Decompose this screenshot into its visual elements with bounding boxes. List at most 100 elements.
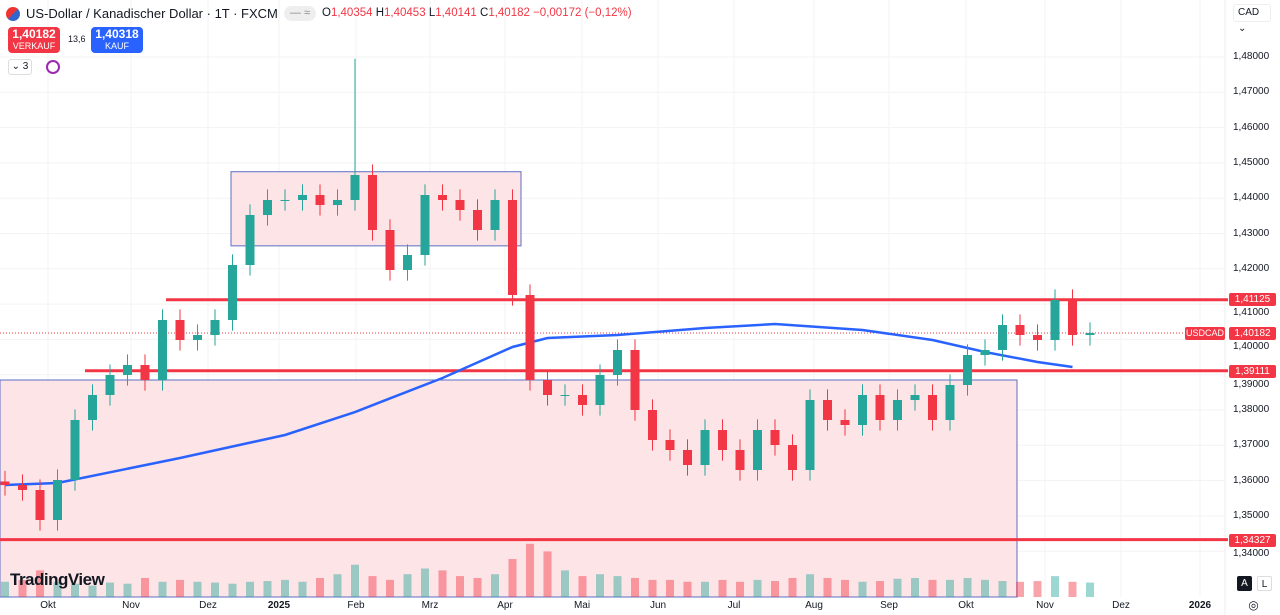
- price-tick-label: 1,34000: [1233, 548, 1270, 559]
- volume-bar: [946, 579, 954, 597]
- volume-bar: [771, 581, 779, 597]
- symbol-title[interactable]: US-Dollar / Kanadischer Dollar · 1T · FX…: [26, 6, 278, 21]
- volume-bar: [596, 574, 604, 597]
- candle-body: [228, 264, 237, 320]
- currency-select[interactable]: CAD ⌄: [1233, 4, 1271, 34]
- time-tick-label: Mai: [573, 600, 591, 611]
- volume-bar: [246, 581, 254, 597]
- level-tag: 1,39111: [1229, 365, 1276, 378]
- volume-bar: [561, 570, 569, 597]
- time-tick-label: Apr: [497, 600, 513, 611]
- sell-button[interactable]: 1,40182 VERKAUF: [8, 27, 60, 53]
- candle-body: [630, 349, 640, 410]
- time-tick-label: Sep: [880, 600, 898, 611]
- volume-bar: [788, 578, 797, 597]
- candle-body: [683, 449, 692, 465]
- level-tag: 1,41125: [1229, 293, 1276, 306]
- candle-body: [823, 400, 832, 420]
- volume-bar: [281, 579, 289, 597]
- candle-body: [88, 394, 97, 420]
- symbol-price-tag: USDCAD: [1185, 327, 1225, 340]
- sync-icon[interactable]: [46, 60, 60, 74]
- price-tick-label: 1,47000: [1233, 86, 1270, 98]
- auto-scale-button[interactable]: A: [1237, 576, 1252, 591]
- volume-bar: [701, 581, 709, 597]
- candle-body: [910, 394, 920, 401]
- volume-bar: [683, 581, 692, 597]
- candle-body: [245, 215, 255, 265]
- volume-bar: [491, 574, 499, 597]
- volume-bar: [176, 579, 184, 597]
- volume-bar: [911, 578, 919, 597]
- candle-body: [333, 200, 342, 206]
- volume-bar: [298, 581, 307, 597]
- volume-bar: [18, 579, 27, 597]
- candle-body: [35, 489, 45, 520]
- candle-body: [805, 400, 815, 471]
- volume-bar: [893, 578, 902, 597]
- candle-body: [0, 481, 10, 486]
- candle-body: [298, 194, 307, 201]
- candle-body: [560, 394, 570, 396]
- range-zone: [0, 379, 1018, 598]
- time-tick-label: Nov: [122, 600, 140, 611]
- volume-bar: [823, 578, 832, 597]
- volume-bar: [106, 582, 114, 597]
- price-tick-label: 1,43000: [1233, 227, 1270, 239]
- log-scale-button[interactable]: L: [1257, 576, 1272, 591]
- volume-bar: [981, 579, 989, 597]
- price-tick-label: 1,48000: [1233, 51, 1270, 62]
- time-tick-label: Feb: [347, 600, 365, 611]
- candle-body: [210, 319, 220, 335]
- buy-button[interactable]: 1,40318 KAUF: [91, 27, 143, 53]
- volume-bar: [386, 579, 394, 597]
- usd-cad-flag-icon: [6, 6, 20, 21]
- indicators-toggle[interactable]: ⌄ 3: [8, 59, 32, 75]
- candle-body: [193, 334, 202, 341]
- volume-bar: [1033, 581, 1042, 597]
- candle-body: [350, 175, 360, 201]
- volume-bar: [876, 581, 884, 597]
- time-tick-label: Dez: [199, 600, 217, 611]
- settings-icon[interactable]: ◎: [1248, 598, 1259, 612]
- volume-bar: [753, 579, 762, 597]
- volume-bar: [438, 570, 447, 597]
- candle-body: [368, 175, 377, 231]
- candle-body: [718, 430, 727, 450]
- candle-body: [543, 379, 552, 395]
- candle-body: [1050, 300, 1060, 341]
- market-status-icon[interactable]: — ≈: [283, 6, 316, 21]
- candle-body: [648, 410, 657, 441]
- volume-bar: [211, 582, 219, 597]
- price-tick-label: 1,39000: [1233, 379, 1270, 390]
- tradingview-logo[interactable]: TradingView: [10, 570, 105, 589]
- volume-bar: [631, 578, 639, 597]
- volume-bar: [473, 578, 482, 597]
- volume-bar: [718, 579, 727, 597]
- candle-body: [735, 449, 745, 471]
- candle-body: [753, 430, 762, 471]
- candle-body: [858, 394, 867, 426]
- candle-body: [1015, 324, 1025, 335]
- candle-body: [315, 194, 325, 206]
- candle-body: [1068, 300, 1077, 335]
- volume-bar: [806, 574, 814, 597]
- volume-bar: [36, 570, 44, 597]
- spread-value: 13,6: [68, 34, 86, 44]
- volume-bar: [351, 564, 359, 597]
- time-tick-label: Mrz: [421, 600, 439, 611]
- last-price-tag: 1,40182: [1229, 327, 1276, 340]
- candle-body: [490, 200, 500, 231]
- candle-body: [963, 355, 972, 386]
- volume-bar: [1086, 582, 1094, 597]
- candle-body: [473, 209, 482, 231]
- candle-body: [1085, 332, 1095, 335]
- candle-body: [998, 324, 1007, 350]
- volume-bar: [928, 579, 937, 597]
- candle-body: [700, 430, 710, 465]
- candle-body: [665, 440, 675, 450]
- candle-body: [595, 374, 605, 405]
- time-tick-label: Aug: [805, 600, 823, 611]
- volume-bar: [613, 576, 622, 597]
